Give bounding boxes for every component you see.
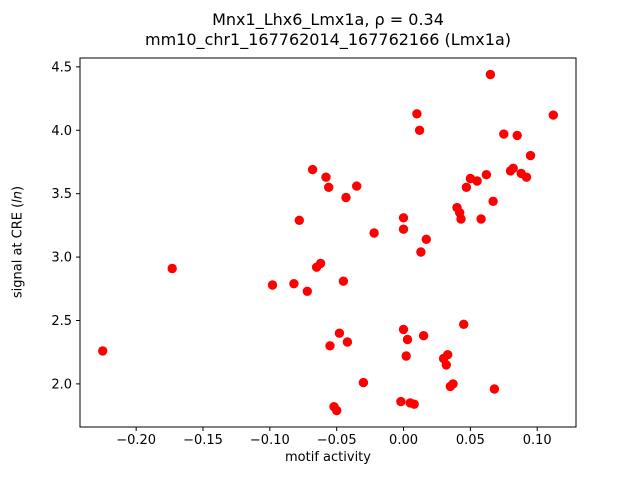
x-tick-label: −0.20 bbox=[116, 433, 156, 448]
x-tick-label: −0.15 bbox=[183, 433, 223, 448]
scatter-point bbox=[342, 337, 353, 347]
scatter-point bbox=[396, 396, 406, 407]
scatter-point bbox=[302, 286, 312, 296]
scatter-point bbox=[294, 215, 304, 225]
scatter-point bbox=[499, 129, 509, 139]
y-tick-label: 2.5 bbox=[51, 314, 72, 329]
scatter-point bbox=[448, 379, 458, 389]
scatter-point bbox=[307, 164, 318, 175]
scatter-point bbox=[334, 328, 345, 338]
scatter-point bbox=[416, 247, 426, 257]
x-axis-label: motif activity bbox=[285, 450, 371, 465]
scatter-point bbox=[401, 351, 411, 361]
scatter-point bbox=[324, 182, 334, 192]
scatter-point bbox=[325, 341, 335, 351]
scatter-point bbox=[409, 399, 419, 409]
scatter-point bbox=[421, 234, 431, 244]
scatter-point bbox=[398, 224, 409, 234]
y-tick-label: 3.0 bbox=[51, 251, 72, 266]
scatter-point bbox=[548, 110, 558, 120]
scatter-point bbox=[332, 405, 342, 416]
y-tick-label: 4.0 bbox=[51, 124, 72, 139]
axes-frame bbox=[79, 57, 577, 428]
scatter-point bbox=[485, 69, 496, 80]
y-tick-label: 4.5 bbox=[51, 60, 72, 75]
y-axis-label: signal at CRE (ln) bbox=[11, 186, 26, 298]
scatter-point bbox=[321, 172, 331, 182]
scatter-point bbox=[402, 334, 413, 345]
scatter-point bbox=[418, 331, 429, 341]
scatter-point bbox=[315, 258, 326, 269]
scatter-point bbox=[512, 130, 522, 141]
scatter-point bbox=[167, 263, 177, 274]
scatter-point bbox=[98, 346, 108, 356]
scatter-point bbox=[481, 170, 492, 180]
scatter-point bbox=[443, 350, 453, 360]
scatter-point bbox=[352, 181, 362, 191]
scatter-point bbox=[338, 276, 349, 286]
scatter-point bbox=[489, 384, 500, 394]
scatter-point bbox=[441, 360, 451, 370]
scatter-point bbox=[398, 324, 409, 335]
scatter-point bbox=[341, 192, 351, 203]
scatter-point bbox=[461, 182, 472, 192]
chart-title: Mnx1_Lhx6_Lmx1a, ρ = 0.34 bbox=[212, 10, 444, 29]
x-tick-label: 0.10 bbox=[523, 433, 552, 448]
scatter-point bbox=[267, 280, 278, 290]
scatter-point bbox=[369, 228, 379, 238]
x-tick-label: 0.00 bbox=[389, 433, 418, 448]
x-tick-label: 0.05 bbox=[456, 433, 485, 448]
scatter-point bbox=[476, 214, 486, 224]
scatter-point bbox=[398, 213, 409, 223]
scatter-point bbox=[521, 172, 532, 182]
scatter-point bbox=[289, 279, 299, 289]
x-tick-label: −0.10 bbox=[250, 433, 290, 448]
x-tick-label: −0.05 bbox=[317, 433, 357, 448]
y-axis-label-text: signal at CRE ( bbox=[10, 202, 26, 299]
y-tick-label: 3.5 bbox=[51, 187, 72, 202]
chart-title-block: Mnx1_Lhx6_Lmx1a, ρ = 0.34 mm10_chr1_1677… bbox=[80, 10, 576, 50]
y-axis-label-italic: ln bbox=[10, 190, 26, 203]
scatter-point bbox=[412, 109, 422, 119]
y-tick-label: 2.0 bbox=[51, 377, 72, 392]
scatter-point bbox=[414, 125, 425, 135]
scatter-point bbox=[459, 319, 469, 329]
scatter-point bbox=[472, 176, 482, 186]
scatter-point bbox=[456, 214, 466, 224]
y-axis-label-close: ) bbox=[10, 185, 26, 191]
scatter-point bbox=[508, 163, 518, 173]
scatter-point bbox=[488, 196, 498, 206]
scatter-point bbox=[358, 377, 369, 388]
scatter-point bbox=[525, 150, 536, 161]
chart-subtitle: mm10_chr1_167762014_167762166 (Lmx1a) bbox=[145, 30, 511, 49]
